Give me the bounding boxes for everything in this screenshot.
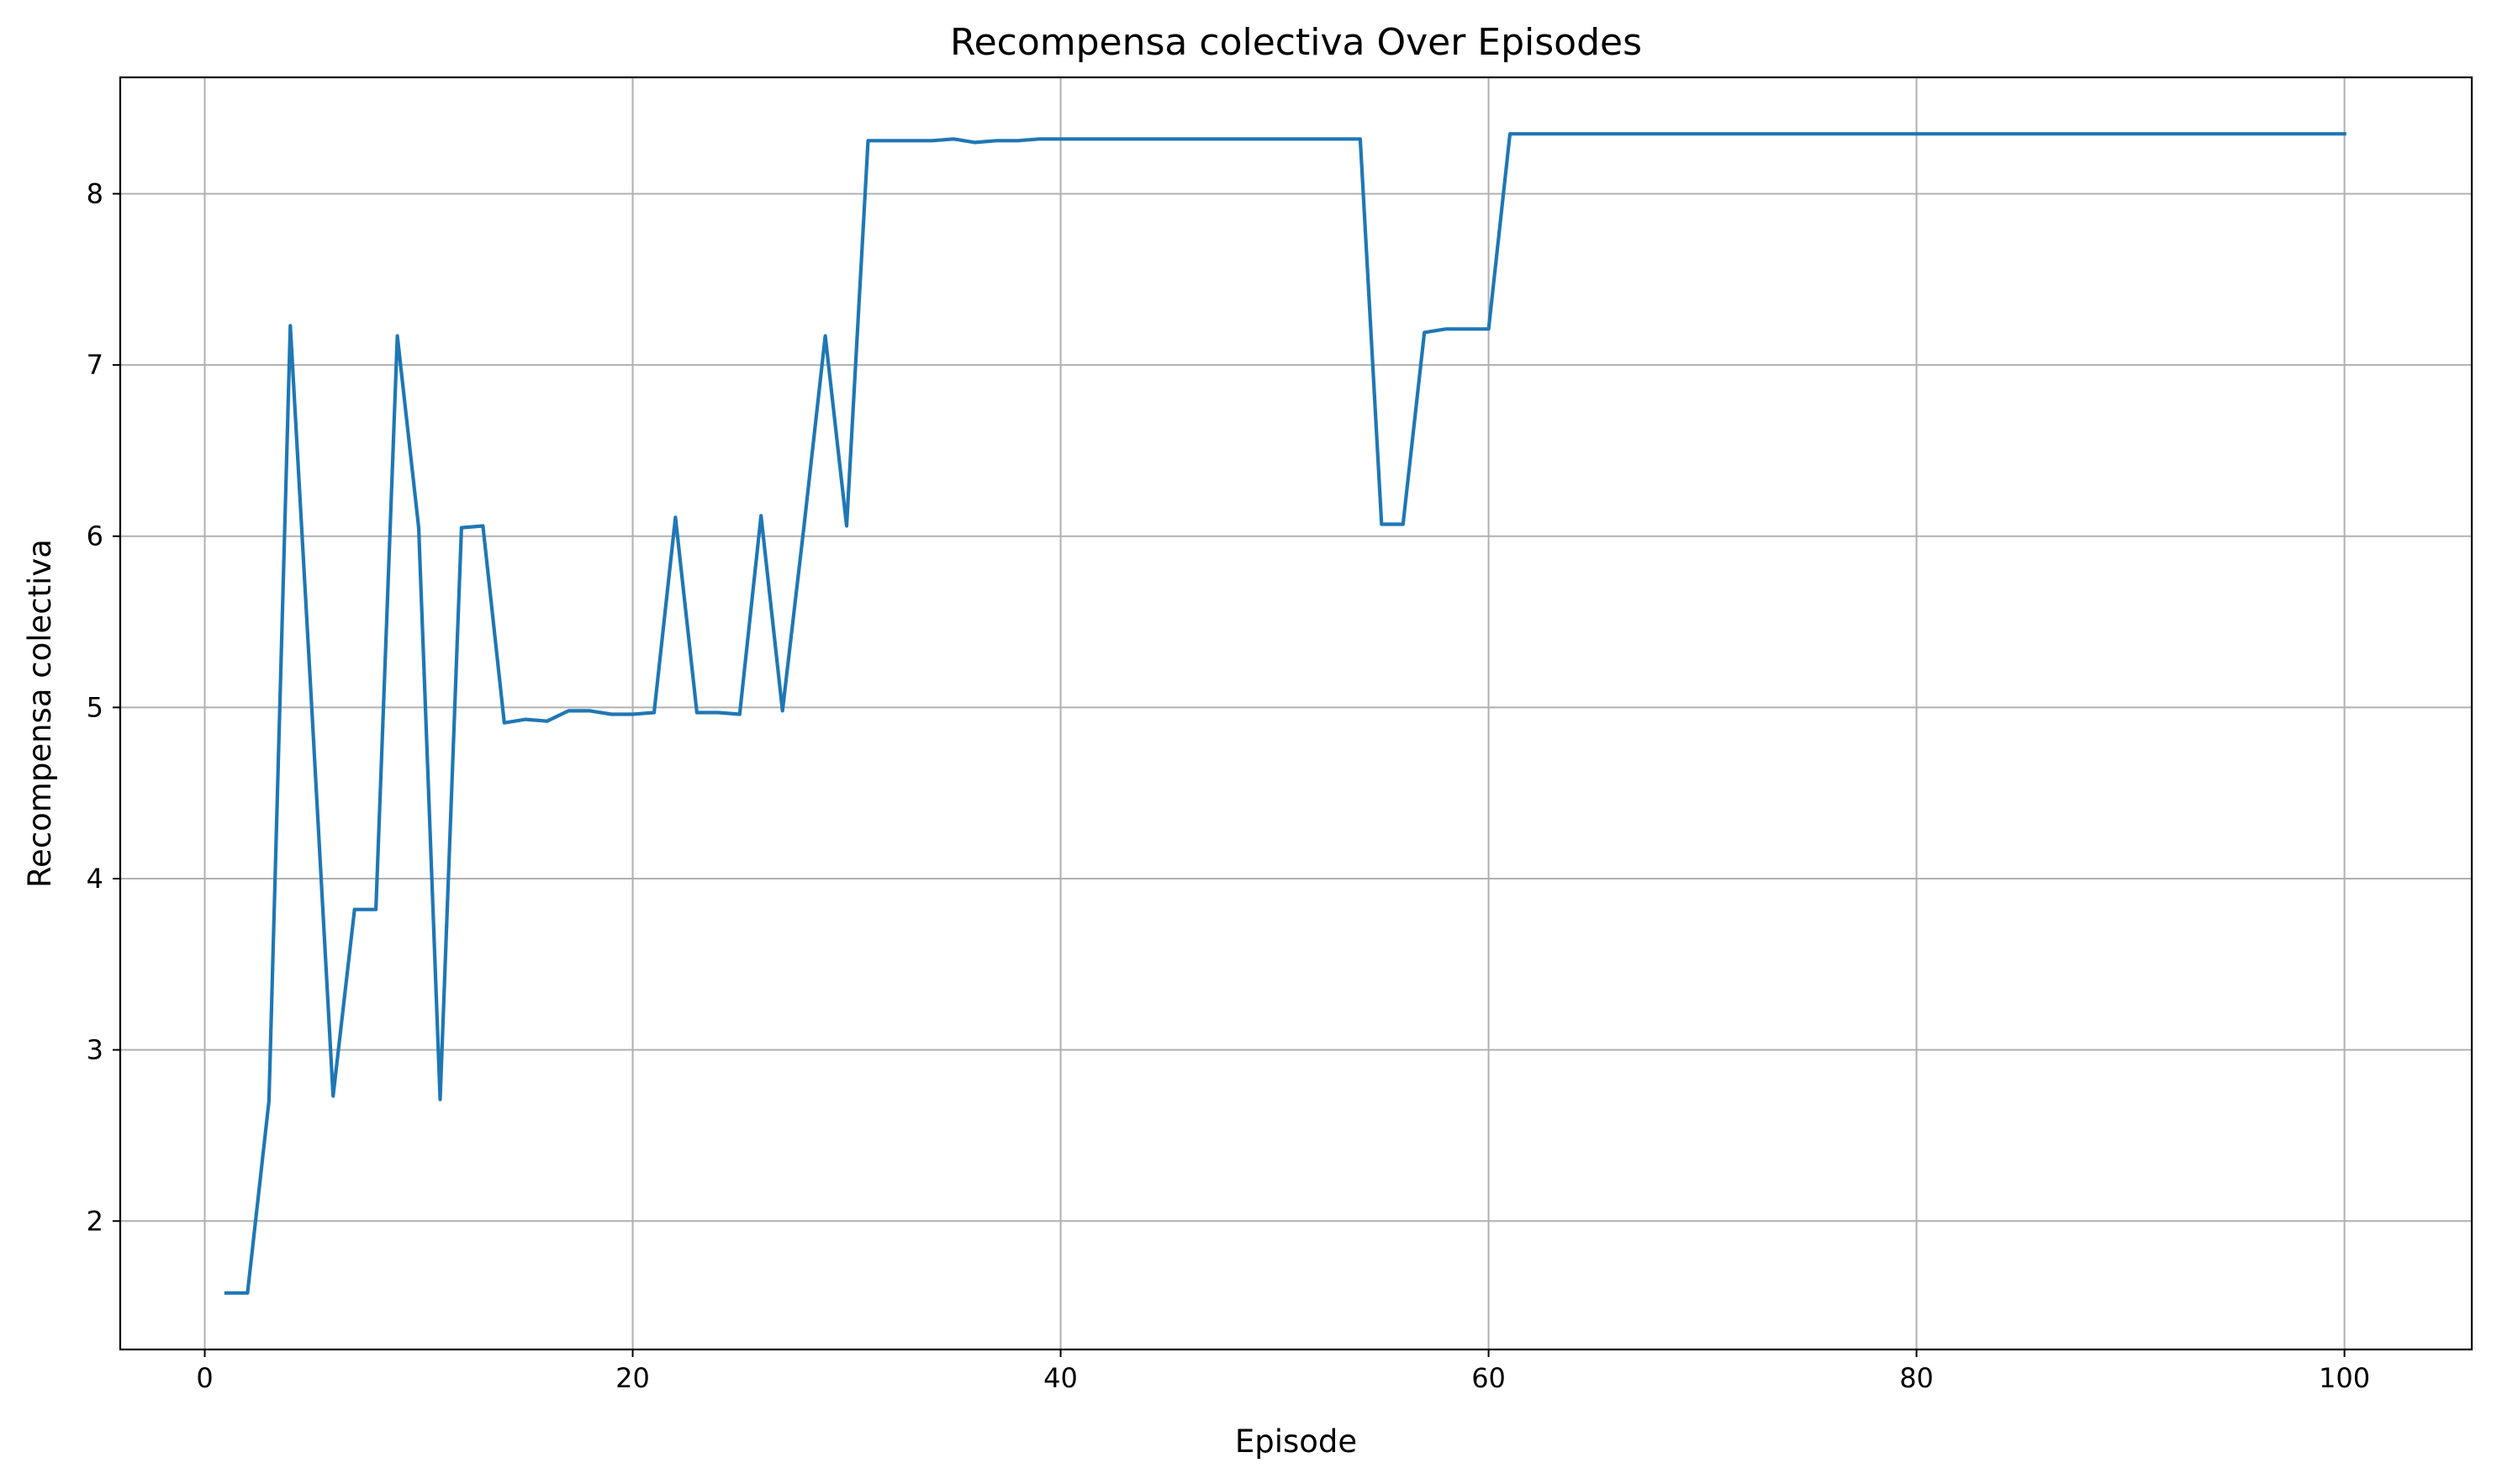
y-tick-label: 8 <box>87 177 103 209</box>
x-tick-label: 0 <box>196 1362 213 1394</box>
x-tick-label: 100 <box>2319 1362 2370 1394</box>
y-tick-label: 3 <box>87 1034 103 1066</box>
y-axis-ticks: 2 3 4 5 6 7 8 <box>87 177 120 1237</box>
y-tick-label: 4 <box>87 863 103 895</box>
y-tick-label: 2 <box>87 1205 103 1237</box>
y-grid <box>120 193 2472 1223</box>
x-tick-label: 80 <box>1899 1362 1934 1394</box>
chart-title: Recompensa colectiva Over Episodes <box>950 21 1642 64</box>
series-layer <box>224 132 2347 1295</box>
y-axis-label: Recompensa colectiva <box>22 539 58 888</box>
y-tick-label: 5 <box>87 691 103 723</box>
y-tick-label: 6 <box>87 520 103 552</box>
x-tick-label: 20 <box>615 1362 650 1394</box>
x-axis-ticks: 0 20 40 60 80 100 <box>196 1349 2370 1394</box>
x-tick-label: 40 <box>1043 1362 1078 1394</box>
x-tick-label: 60 <box>1471 1362 1506 1394</box>
plot-background <box>120 77 2472 1349</box>
plot-frame <box>119 76 2473 1351</box>
series-line <box>224 132 2347 1295</box>
x-axis-label: Episode <box>1235 1423 1357 1460</box>
y-tick-label: 7 <box>87 349 103 381</box>
